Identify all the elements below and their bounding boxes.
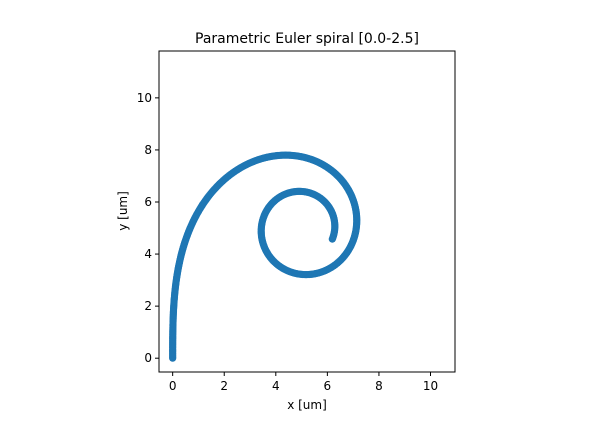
x-axis-ticks: 0 2 4 6 8 10 [169, 372, 438, 393]
y-tick-label: 8 [144, 143, 152, 157]
x-axis-label: x [um] [287, 398, 327, 412]
plot-frame [158, 50, 456, 373]
x-tick-label: 2 [220, 379, 228, 393]
data-point [328, 235, 336, 243]
y-axis-ticks: 0 2 4 6 8 10 [137, 91, 159, 365]
x-tick-label: 6 [324, 379, 332, 393]
y-tick-label: 2 [144, 299, 152, 313]
y-tick-label: 6 [144, 195, 152, 209]
y-tick-label: 4 [144, 247, 152, 261]
x-tick-label: 4 [272, 379, 280, 393]
y-tick-label: 10 [137, 91, 152, 105]
y-tick-label: 0 [144, 351, 152, 365]
x-tick-label: 10 [423, 379, 438, 393]
x-tick-label: 8 [375, 379, 383, 393]
x-tick-label: 0 [169, 379, 177, 393]
chart-title: Parametric Euler spiral [0.0-2.5] [195, 31, 419, 47]
y-axis-label: y [um] [116, 191, 130, 231]
data-points [169, 151, 361, 362]
